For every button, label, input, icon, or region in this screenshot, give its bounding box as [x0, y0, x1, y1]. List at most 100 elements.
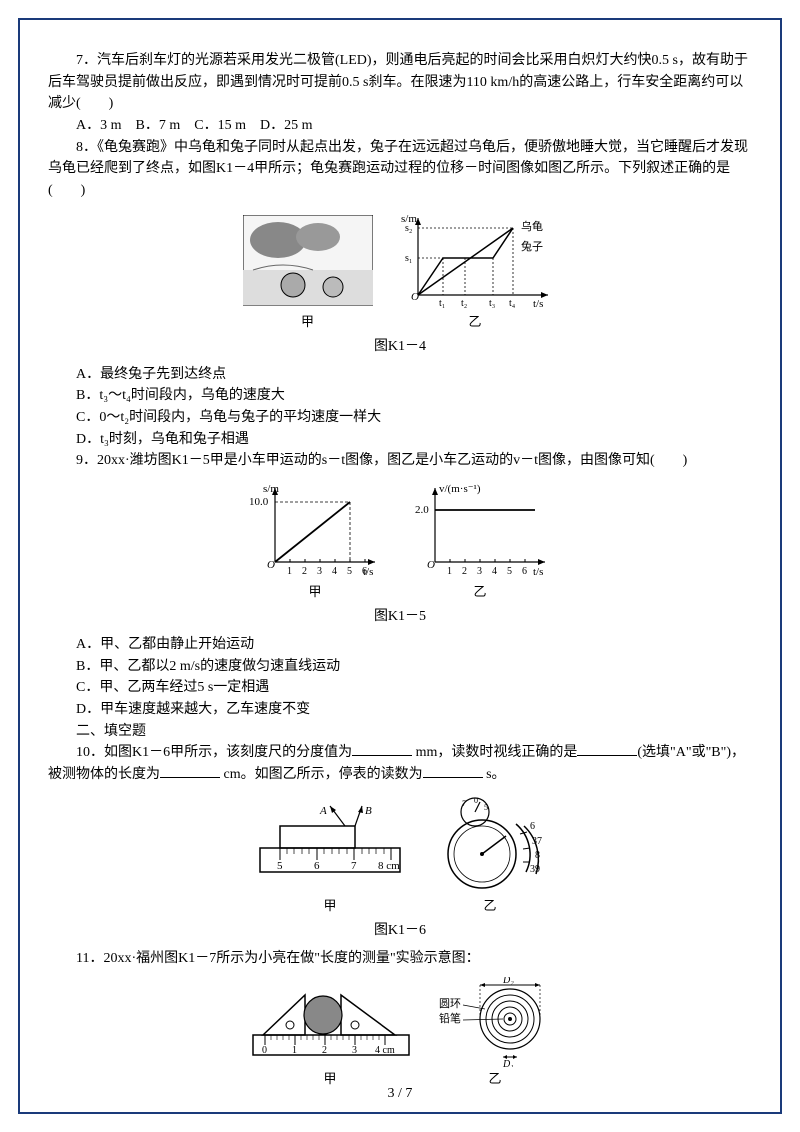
fig-k1-4-jia-label: 甲	[243, 312, 373, 332]
q9-opt-c: C．甲、乙两车经过5 s一定相遇	[48, 677, 752, 699]
svg-text:4: 4	[332, 566, 337, 577]
fig-k1-5-yi: v/(m·s⁻¹) t/s O 2.0 1 2 3 4 5 6 乙	[405, 480, 555, 602]
svg-text:D₂: D₂	[502, 977, 514, 986]
figure-k1-5: s/m t/s O 10.0 1 2 3 4 5 6 甲	[48, 480, 752, 602]
svg-text:O: O	[411, 291, 419, 303]
svg-text:t/s: t/s	[533, 298, 543, 310]
race-illustration	[243, 215, 373, 310]
svg-text:t/s: t/s	[533, 566, 543, 578]
fig-k1-4-yi: s/m t/s O s₁ s₂ t₁ t₂ t₃ t₄ 乌	[393, 210, 558, 332]
svg-text:O: O	[427, 559, 435, 571]
svg-text:A: A	[319, 805, 327, 817]
fig-k1-5-jia: s/m t/s O 10.0 1 2 3 4 5 6 甲	[245, 480, 385, 602]
svg-text:乌龟: 乌龟	[521, 219, 543, 233]
svg-text:3: 3	[352, 1045, 357, 1056]
q10-p1: 10．如图K1－6甲所示，该刻度尺的分度值为	[76, 745, 352, 760]
q9-opt-a: A．甲、乙都由静止开始运动	[48, 634, 752, 656]
fig-k1-6-caption: 图K1－6	[48, 920, 752, 942]
blank	[577, 742, 637, 756]
stopwatch-diagram: 7 0 5 6 37 8 39	[430, 794, 550, 894]
svg-text:5: 5	[277, 860, 283, 872]
svg-text:2: 2	[462, 566, 467, 577]
page-content: 7．汽车后刹车灯的光源若采用发光二极管(LED)，则通电后亮起的时间会比采用白炽…	[48, 50, 752, 1092]
svg-text:37: 37	[532, 836, 542, 847]
triangle-ruler-diagram: 0 1 2 3 4 cm	[245, 987, 415, 1067]
svg-text:s₁: s₁	[405, 253, 412, 264]
svg-text:2: 2	[302, 566, 307, 577]
svg-text:7: 7	[351, 860, 357, 872]
svg-text:7: 7	[462, 799, 466, 808]
svg-text:6: 6	[522, 566, 527, 577]
svg-text:B: B	[365, 805, 372, 817]
q11-text: 11．20xx·福州图K1－7所示为小亮在做"长度的测量"实验示意图：	[48, 948, 752, 970]
fig-k1-6-yi: 7 0 5 6 37 8 39 乙	[430, 794, 550, 916]
st-graph: s/m t/s O 10.0 1 2 3 4 5 6	[245, 480, 385, 580]
blank	[352, 742, 412, 756]
svg-text:s₂: s₂	[405, 223, 412, 234]
q10-p5: s。	[483, 767, 506, 782]
svg-text:6: 6	[530, 821, 535, 832]
fig-k1-6-jia: A B 5 6 7	[250, 804, 410, 916]
svg-text:6: 6	[314, 860, 320, 872]
svg-text:10.0: 10.0	[249, 496, 269, 508]
svg-text:0: 0	[262, 1045, 267, 1056]
svg-text:5: 5	[507, 566, 512, 577]
svg-text:0: 0	[474, 796, 478, 805]
svg-text:39: 39	[530, 864, 540, 875]
fig-k1-5-yi-label: 乙	[405, 582, 555, 602]
q10-p2: mm，读数时视线正确的是	[412, 745, 577, 760]
q9-opt-b: B．甲、乙都以2 m/s的速度做匀速直线运动	[48, 656, 752, 678]
q10-text: 10．如图K1－6甲所示，该刻度尺的分度值为 mm，读数时视线正确的是(选填"A…	[48, 742, 752, 785]
svg-text:6: 6	[362, 566, 367, 577]
svg-text:2.0: 2.0	[415, 504, 429, 516]
fig-k1-4-jia: 甲	[243, 215, 373, 332]
fig-k1-5-caption: 图K1－5	[48, 606, 752, 628]
q8-opt-c: C．0～t₂时间段内，乌龟与兔子的平均速度一样大	[48, 407, 752, 429]
svg-text:5: 5	[484, 803, 488, 812]
svg-text:s/m: s/m	[263, 483, 279, 495]
figure-k1-6: A B 5 6 7	[48, 794, 752, 916]
fig-k1-6-yi-label: 乙	[430, 896, 550, 916]
svg-text:1: 1	[292, 1045, 297, 1056]
svg-text:8: 8	[535, 850, 540, 861]
st-graph-race: s/m t/s O s₁ s₂ t₁ t₂ t₃ t₄ 乌	[393, 210, 558, 310]
svg-text:圆环: 圆环	[439, 997, 461, 1010]
q8-opt-a: A．最终兔子先到达终点	[48, 364, 752, 386]
section-2-heading: 二、填空题	[48, 721, 752, 743]
q8-opt-d: D．t₃时刻，乌龟和兔子相遇	[48, 429, 752, 451]
ruler-diagram: A B 5 6 7	[250, 804, 410, 894]
q9-text: 9．20xx·潍坊图K1－5甲是小车甲运动的s－t图像，图乙是小车乙运动的v－t…	[48, 450, 752, 472]
ring-diagram: D₂ D₁ 圆环 铅笔	[435, 977, 555, 1067]
q7-options: A．3 m B．7 m C．15 m D．25 m	[48, 115, 752, 137]
svg-text:O: O	[267, 559, 275, 571]
svg-text:1: 1	[447, 566, 452, 577]
q9-opt-d: D．甲车速度越来越大，乙车速度不变	[48, 699, 752, 721]
svg-text:D₁: D₁	[502, 1059, 514, 1067]
blank	[423, 764, 483, 778]
svg-text:t₂: t₂	[461, 298, 467, 309]
fig-k1-7-yi: D₂ D₁ 圆环 铅笔 乙	[435, 977, 555, 1089]
svg-text:兔子: 兔子	[521, 239, 543, 253]
figure-k1-4: 甲 s/m t/s O	[48, 210, 752, 332]
svg-text:铅笔: 铅笔	[439, 1011, 461, 1025]
fig-k1-6-jia-label: 甲	[250, 896, 410, 916]
svg-text:v/(m·s⁻¹): v/(m·s⁻¹)	[439, 483, 481, 495]
svg-text:3: 3	[477, 566, 482, 577]
vt-graph: v/(m·s⁻¹) t/s O 2.0 1 2 3 4 5 6	[405, 480, 555, 580]
fig-k1-4-caption: 图K1－4	[48, 336, 752, 358]
q7-text: 7．汽车后刹车灯的光源若采用发光二极管(LED)，则通电后亮起的时间会比采用白炽…	[48, 50, 752, 115]
svg-text:8 cm: 8 cm	[378, 860, 400, 872]
figure-k1-7: 0 1 2 3 4 cm 甲 D₂	[48, 977, 752, 1089]
svg-text:2: 2	[322, 1045, 327, 1056]
fig-k1-7-jia: 0 1 2 3 4 cm 甲	[245, 987, 415, 1089]
svg-text:t₄: t₄	[509, 298, 516, 309]
svg-text:t₃: t₃	[489, 298, 495, 309]
fig-k1-4-yi-label: 乙	[393, 312, 558, 332]
fig-k1-5-jia-label: 甲	[245, 582, 385, 602]
svg-text:1: 1	[287, 566, 292, 577]
svg-text:t₁: t₁	[439, 298, 445, 309]
q8-opt-b: B．t₃～t₄时间段内，乌龟的速度大	[48, 385, 752, 407]
q10-p4: cm。如图乙所示，停表的读数为	[220, 767, 423, 782]
svg-text:4 cm: 4 cm	[375, 1045, 395, 1056]
svg-text:3: 3	[317, 566, 322, 577]
